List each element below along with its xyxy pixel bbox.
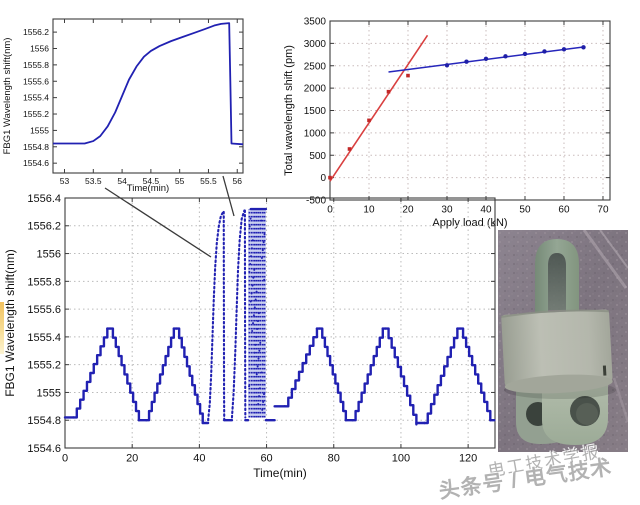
svg-text:Total wavelength shift (pm): Total wavelength shift (pm) <box>283 45 295 176</box>
svg-text:55: 55 <box>175 176 185 186</box>
svg-text:1555.2: 1555.2 <box>27 360 61 372</box>
svg-text:Time(min): Time(min) <box>253 466 307 480</box>
svg-text:1555.4: 1555.4 <box>23 93 49 103</box>
svg-text:50: 50 <box>519 205 531 216</box>
svg-text:56: 56 <box>233 176 243 186</box>
fbg1-zoom-chart: 53 53.5 54 54.5 55 55.5 56 1554.6 1554.8 1555 1555… <box>0 0 262 196</box>
load-vs-wavelength-chart: 0 10 20 30 40 50 60 70 -500 0 500 1000 1500 2000 2500 3… <box>281 0 640 232</box>
svg-text:1554.6: 1554.6 <box>23 158 49 168</box>
edge-highlight-strip <box>0 302 4 354</box>
svg-text:120: 120 <box>459 453 477 465</box>
svg-text:1555.8: 1555.8 <box>23 60 49 70</box>
svg-text:3000: 3000 <box>304 39 327 50</box>
svg-text:FBG1 Wavelength shift(nm): FBG1 Wavelength shift(nm) <box>2 38 13 155</box>
svg-text:40: 40 <box>193 453 205 465</box>
fbg1-cyclic-chart: 0 20 40 60 80 100 120 1554.6 1554.8 1555 1555.2 155… <box>0 190 512 490</box>
svg-text:1555.4: 1555.4 <box>27 332 61 344</box>
svg-text:20: 20 <box>402 205 414 216</box>
svg-text:1555.2: 1555.2 <box>23 109 49 119</box>
svg-text:60: 60 <box>260 453 272 465</box>
svg-text:2500: 2500 <box>304 61 327 72</box>
svg-text:1555.8: 1555.8 <box>27 276 61 288</box>
svg-text:53: 53 <box>60 176 70 186</box>
svg-text:1555: 1555 <box>37 387 61 399</box>
svg-text:500: 500 <box>309 151 326 162</box>
svg-text:20: 20 <box>126 453 138 465</box>
svg-text:1556: 1556 <box>30 44 49 54</box>
svg-text:30: 30 <box>441 205 453 216</box>
svg-text:3500: 3500 <box>304 17 327 28</box>
load-shackle-photo <box>498 229 630 452</box>
load-vs-wavelength-chart-svg: 0 10 20 30 40 50 60 70-500050010001500200025003… <box>283 17 611 229</box>
svg-text:-500: -500 <box>306 196 326 207</box>
svg-text:0: 0 <box>320 173 326 184</box>
shackle-top-loop <box>535 239 579 326</box>
svg-text:1556.4: 1556.4 <box>27 193 61 205</box>
svg-text:70: 70 <box>597 205 609 216</box>
svg-text:100: 100 <box>392 453 410 465</box>
svg-text:1500: 1500 <box>304 106 327 117</box>
svg-text:1554.6: 1554.6 <box>27 443 61 455</box>
svg-text:0: 0 <box>327 205 333 216</box>
svg-text:53.5: 53.5 <box>85 176 102 186</box>
svg-text:1000: 1000 <box>304 128 327 139</box>
svg-text:1554.8: 1554.8 <box>27 415 61 427</box>
fbg1-zoom-chart-svg: 53 53.5 54 54.5 55 55.5 56 1554.6 1554.8 1555 1555… <box>2 18 244 194</box>
shackle-cylinder-body <box>501 309 613 394</box>
svg-text:1556.2: 1556.2 <box>27 221 61 233</box>
svg-text:60: 60 <box>558 205 570 216</box>
svg-text:40: 40 <box>480 205 492 216</box>
svg-text:1555.6: 1555.6 <box>23 76 49 86</box>
svg-text:10: 10 <box>363 205 375 216</box>
svg-text:55.5: 55.5 <box>200 176 217 186</box>
svg-text:1555.6: 1555.6 <box>27 304 61 316</box>
svg-text:80: 80 <box>328 453 340 465</box>
svg-text:0: 0 <box>62 453 68 465</box>
load-shackle-photo-svg <box>498 229 630 452</box>
svg-text:1555: 1555 <box>30 125 49 135</box>
fbg1-cyclic-chart-svg: 0 20 40 60 80 100 1201554.61554.815551555.2155… <box>3 193 496 480</box>
svg-text:1554.8: 1554.8 <box>23 142 49 152</box>
svg-text:FBG1 Wavelength shift(nm): FBG1 Wavelength shift(nm) <box>3 249 17 397</box>
svg-text:1556: 1556 <box>37 249 61 261</box>
svg-text:54: 54 <box>117 176 127 186</box>
svg-text:54.5: 54.5 <box>143 176 160 186</box>
svg-text:2000: 2000 <box>304 84 327 95</box>
svg-text:1556.2: 1556.2 <box>23 27 49 37</box>
